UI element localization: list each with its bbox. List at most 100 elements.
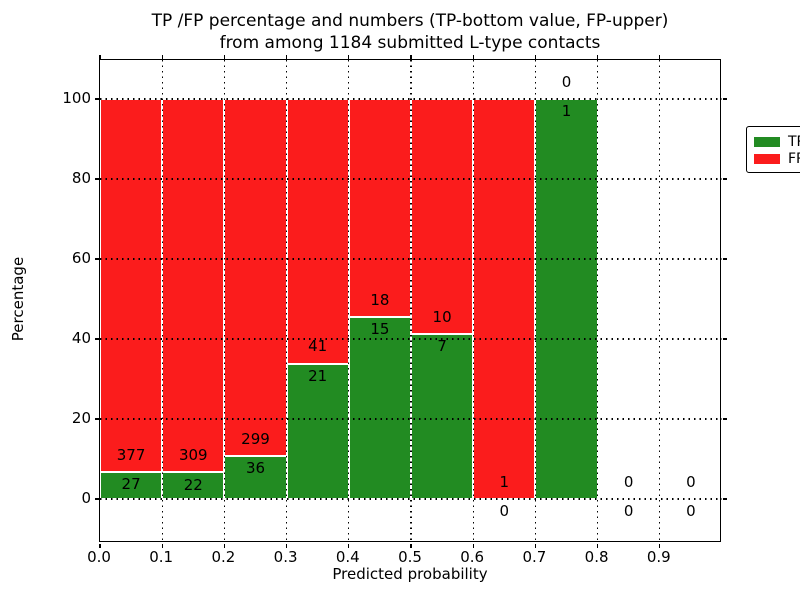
- x-tick-label: 0.0: [87, 548, 111, 566]
- x-tick-label: 0.1: [149, 548, 174, 566]
- x-tick-top: [161, 54, 163, 59]
- vertical-gridline: [410, 60, 412, 543]
- x-tick-bottom: [161, 544, 163, 549]
- x-tick-top: [223, 54, 226, 59]
- y-tick-label: 60: [71, 249, 91, 267]
- chart-title-line2: from among 1184 submitted L-type contact…: [219, 33, 601, 53]
- tp-bar-segment: [411, 334, 474, 499]
- x-tick-top: [410, 54, 412, 59]
- tp-count-label: 36: [245, 459, 266, 478]
- x-tick-top: [596, 54, 599, 59]
- y-tick-left: [94, 498, 99, 500]
- y-tick-right: [723, 498, 728, 500]
- fp-count-label: 1: [499, 472, 510, 491]
- bar-labels-layer: 377 27 309 22 299 36 41 21 18 15 10 7 1 0 0 1 0 0 0 0: [100, 60, 722, 543]
- x-tick-top: [659, 54, 661, 59]
- x-tick-label: 0.4: [335, 548, 360, 566]
- vertical-gridline: [161, 60, 163, 543]
- tp-count-label: 22: [183, 475, 203, 494]
- x-tick-top: [99, 54, 101, 59]
- tp-color-swatch: [754, 136, 780, 147]
- y-tick-left: [94, 258, 99, 260]
- tp-count-label: 27: [121, 475, 141, 494]
- x-tick-label: 0.7: [522, 548, 547, 566]
- vertical-gridline: [223, 60, 226, 543]
- x-tick-label: 0.3: [273, 548, 298, 566]
- grid-layer: [100, 60, 722, 543]
- fp-count-label: 41: [308, 337, 328, 356]
- tp-count-label: 7: [437, 337, 447, 356]
- tp-count-label: 15: [370, 320, 390, 339]
- vertical-gridline: [285, 60, 288, 543]
- chart-title-line1: TP /FP percentage and numbers (TP-bottom…: [151, 11, 669, 31]
- y-tick-right: [723, 418, 728, 420]
- x-tick-bottom: [596, 544, 599, 549]
- x-tick-top: [472, 54, 474, 59]
- y-tick-label: 80: [71, 169, 91, 187]
- fp-bar-segment: [286, 99, 349, 364]
- y-tick-left: [94, 98, 99, 100]
- x-tick-label: 0.2: [211, 548, 236, 566]
- x-tick-top: [285, 54, 288, 59]
- fp-bar-segment: [224, 99, 287, 456]
- x-tick-bottom: [348, 544, 350, 549]
- fp-count-label: 0: [686, 472, 696, 491]
- y-tick-left: [94, 418, 99, 420]
- legend: TP FP: [746, 126, 800, 173]
- vertical-gridline: [596, 60, 599, 543]
- fp-count-label: 18: [370, 290, 390, 309]
- x-tick-bottom: [410, 544, 412, 549]
- fp-bar-segment: [348, 99, 411, 318]
- vertical-gridline: [472, 60, 474, 543]
- y-tick-left: [94, 178, 99, 180]
- x-tick-label: 0.9: [646, 548, 671, 566]
- fp-bar-segment: [473, 99, 536, 499]
- tp-bar-segment: [535, 99, 598, 499]
- x-tick-label: 0.8: [584, 548, 609, 566]
- y-tick-left: [94, 338, 99, 340]
- y-tick-label: 100: [62, 89, 91, 107]
- y-tick-label: 20: [71, 409, 91, 427]
- tick-marks-layer: [94, 54, 728, 549]
- fp-color-swatch: [754, 153, 780, 164]
- bars-layer: [100, 60, 722, 543]
- x-tick-label: 0.6: [460, 548, 485, 566]
- fp-count-label: 299: [241, 429, 270, 448]
- fp-bar-segment: [100, 99, 163, 473]
- tp-bar-segment: [348, 317, 411, 499]
- chart-title: TP /FP percentage and numbers (TP-bottom…: [99, 10, 721, 54]
- y-tick-right: [723, 258, 728, 260]
- y-tick-label: 0: [81, 489, 91, 507]
- tp-count-label: 0: [686, 502, 696, 521]
- y-tick-label: 40: [71, 329, 91, 347]
- x-tick-bottom: [223, 544, 226, 549]
- fp-bar-segment: [411, 99, 474, 335]
- x-tick-bottom: [472, 544, 474, 549]
- fp-bar-segment: [162, 99, 225, 473]
- fp-count-label: 377: [116, 445, 146, 464]
- tp-count-label: 0: [623, 502, 634, 521]
- y-tick-right: [723, 98, 728, 100]
- fp-count-label: 10: [432, 307, 452, 326]
- legend-label-tp: TP: [788, 133, 800, 150]
- x-tick-bottom: [99, 544, 101, 549]
- fp-count-label: 0: [623, 472, 634, 491]
- vertical-gridline: [534, 60, 537, 543]
- y-tick-right: [723, 178, 728, 180]
- y-axis-label: Percentage: [9, 256, 27, 342]
- legend-entry-tp: TP: [754, 133, 800, 150]
- x-tick-bottom: [659, 544, 661, 549]
- legend-entry-fp: FP: [754, 150, 800, 167]
- x-tick-label: 0.5: [398, 548, 422, 566]
- x-tick-bottom: [285, 544, 288, 549]
- fp-count-label: 309: [178, 446, 208, 464]
- vertical-gridline: [659, 60, 661, 543]
- legend-label-fp: FP: [788, 150, 800, 167]
- fp-count-label: 0: [561, 72, 572, 91]
- x-axis-label: Predicted probability: [332, 565, 488, 583]
- x-tick-bottom: [534, 544, 537, 549]
- tp-count-label: 1: [561, 102, 572, 121]
- tp-count-label: 21: [308, 366, 328, 385]
- y-tick-right: [723, 338, 728, 340]
